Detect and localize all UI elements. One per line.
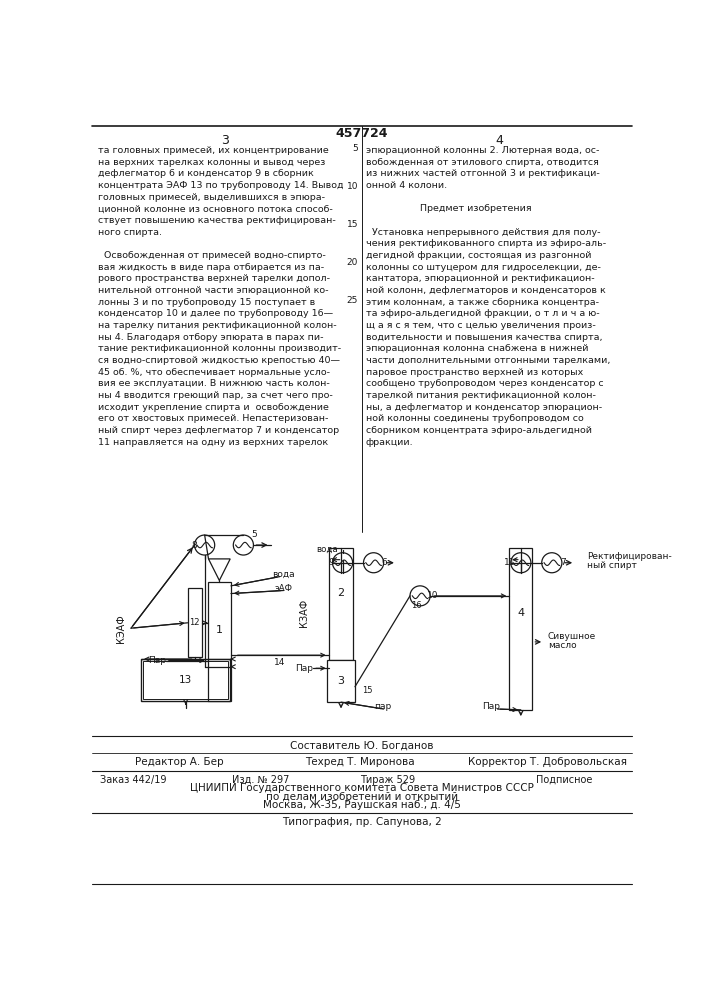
Text: КЗАФ: КЗАФ xyxy=(299,599,309,627)
Bar xyxy=(327,660,355,702)
Text: 5: 5 xyxy=(352,144,358,153)
Text: вода: вода xyxy=(272,570,295,579)
Bar xyxy=(141,659,230,701)
Bar xyxy=(208,582,231,701)
Text: пар: пар xyxy=(374,702,392,711)
Text: Ректифицирован-: Ректифицирован- xyxy=(587,552,672,561)
Text: Пар: Пар xyxy=(148,656,166,665)
Text: Сивушное: Сивушное xyxy=(548,632,596,641)
Text: 8: 8 xyxy=(191,541,197,550)
Text: КЭАФ: КЭАФ xyxy=(116,614,126,643)
Text: 11: 11 xyxy=(504,558,515,567)
Text: Корректор Т. Добровольская: Корректор Т. Добровольская xyxy=(468,757,627,767)
Text: 13: 13 xyxy=(179,675,192,685)
Bar xyxy=(187,588,201,657)
Text: 457724: 457724 xyxy=(336,127,388,140)
Text: Типография, пр. Сапунова, 2: Типография, пр. Сапунова, 2 xyxy=(282,817,442,827)
Text: 14: 14 xyxy=(274,658,286,667)
Text: Изд. № 297: Изд. № 297 xyxy=(232,775,289,785)
Text: та головных примесей, их концентрирование
на верхних тарелках колонны и вывод че: та головных примесей, их концентрировани… xyxy=(98,146,343,447)
Text: 20: 20 xyxy=(346,258,358,267)
Text: 10: 10 xyxy=(427,591,438,600)
Text: 25: 25 xyxy=(346,296,358,305)
Text: Техред Т. Миронова: Техред Т. Миронова xyxy=(305,757,415,767)
Bar xyxy=(144,661,228,699)
Bar xyxy=(329,548,354,660)
Text: Москва, Ж-35, Раушская наб., д. 4/5: Москва, Ж-35, Раушская наб., д. 4/5 xyxy=(263,800,461,810)
Text: Составитель Ю. Богданов: Составитель Ю. Богданов xyxy=(290,740,433,750)
Text: 1: 1 xyxy=(216,625,223,635)
Text: 3: 3 xyxy=(337,676,344,686)
Text: 15: 15 xyxy=(362,686,373,695)
Text: 16: 16 xyxy=(411,601,421,610)
Text: 12: 12 xyxy=(189,618,200,627)
Text: ный спирт: ный спирт xyxy=(587,561,636,570)
Text: 9: 9 xyxy=(329,558,334,567)
Text: ЦНИИПИ Государственного комитета Совета Министров СССР: ЦНИИПИ Государственного комитета Совета … xyxy=(190,783,534,793)
Text: вода: вода xyxy=(316,544,338,553)
Text: 6: 6 xyxy=(382,558,387,567)
Text: 5: 5 xyxy=(252,530,257,539)
Text: 2: 2 xyxy=(337,588,344,598)
Text: Редактор А. Бер: Редактор А. Бер xyxy=(135,757,223,767)
Text: Пар: Пар xyxy=(482,702,501,711)
Text: эпюрационной колонны 2. Лютерная вода, ос-
вобожденная от этилового спирта, отво: эпюрационной колонны 2. Лютерная вода, о… xyxy=(366,146,610,447)
Text: Подписное: Подписное xyxy=(537,775,592,785)
Text: эАФ: эАФ xyxy=(274,584,293,593)
Text: по делам изобретений и открытий: по делам изобретений и открытий xyxy=(266,792,458,802)
Text: 15: 15 xyxy=(346,220,358,229)
Text: Пар: Пар xyxy=(295,664,313,673)
Text: Заказ 442/19: Заказ 442/19 xyxy=(100,775,167,785)
Bar xyxy=(509,548,532,710)
Text: 4: 4 xyxy=(495,134,503,147)
Text: 7: 7 xyxy=(560,558,566,567)
Text: 10: 10 xyxy=(346,182,358,191)
Text: 3: 3 xyxy=(221,134,228,147)
Text: масло: масло xyxy=(548,641,577,650)
Text: 4: 4 xyxy=(518,608,525,618)
Text: Тираж 529: Тираж 529 xyxy=(360,775,415,785)
